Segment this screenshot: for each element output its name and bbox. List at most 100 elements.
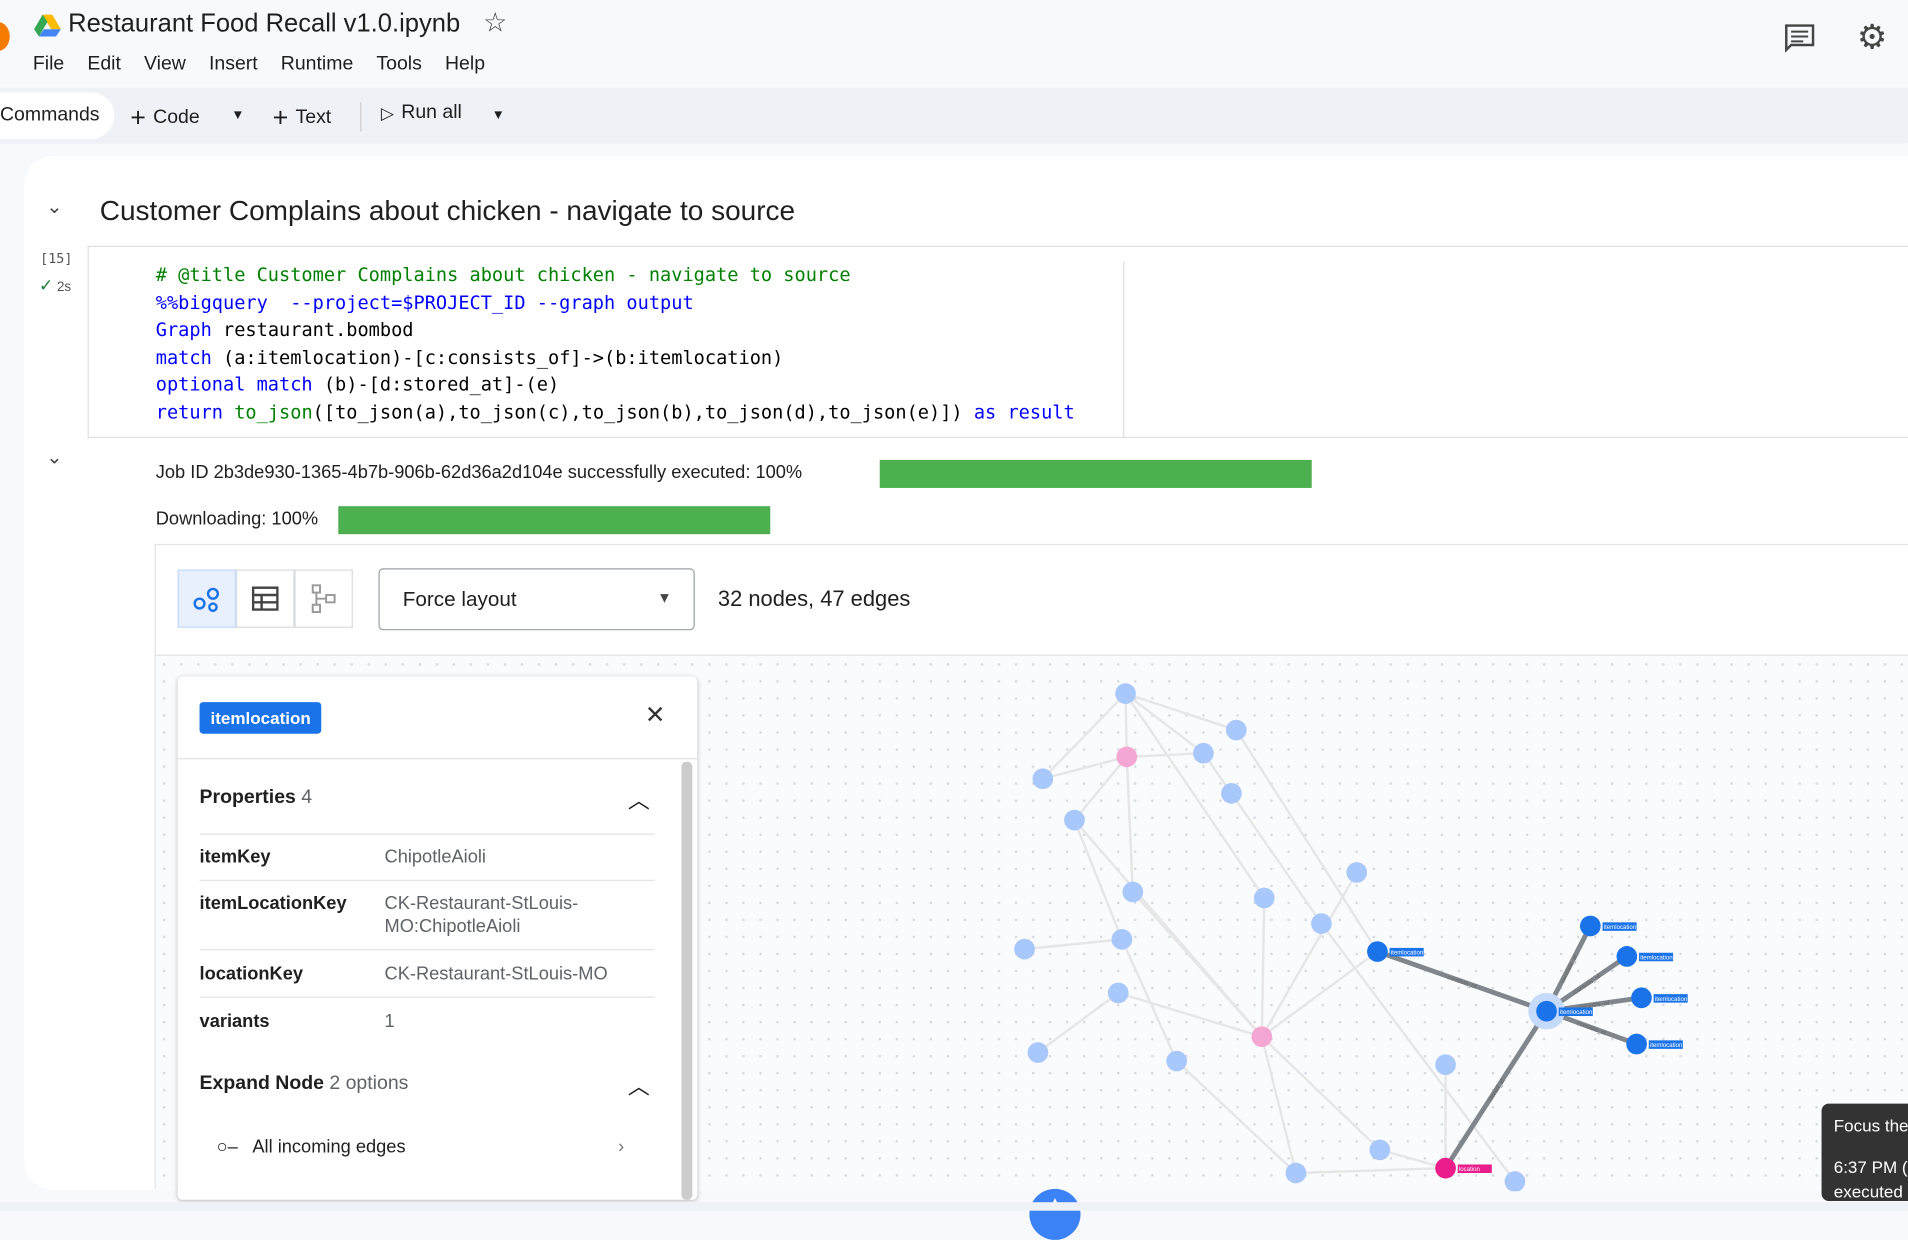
- selected-graph-edge[interactable]: [1443, 1009, 1549, 1170]
- menu-insert[interactable]: Insert: [208, 53, 258, 75]
- selected-graph-edge[interactable]: [1376, 949, 1548, 1014]
- graph-node-itemlocation[interactable]: [1631, 987, 1652, 1009]
- graph-node[interactable]: [1346, 862, 1368, 883]
- graph-edge[interactable]: [1295, 1166, 1446, 1175]
- all-incoming-edges-option[interactable]: ○– All incoming edges ›: [216, 1136, 625, 1158]
- menu-tools[interactable]: Tools: [376, 53, 422, 75]
- property-row: itemKey ChipotleAioli: [199, 833, 655, 880]
- graph-node[interactable]: [1285, 1162, 1307, 1184]
- chevron-up-icon[interactable]: ︿: [627, 1074, 650, 1099]
- graph-node[interactable]: [1107, 982, 1129, 1004]
- graph-edge[interactable]: [1073, 819, 1124, 940]
- graph-edge[interactable]: [1175, 1060, 1297, 1174]
- graph-edge[interactable]: [1261, 950, 1379, 1038]
- menu-edit[interactable]: Edit: [87, 53, 121, 75]
- graph-edge[interactable]: [1124, 692, 1205, 755]
- graph-edge[interactable]: [1037, 991, 1119, 1054]
- graph-edge[interactable]: [1260, 1035, 1381, 1151]
- graph-node[interactable]: [1122, 881, 1144, 903]
- graph-edge[interactable]: [1124, 692, 1266, 899]
- graph-edge[interactable]: [1235, 729, 1379, 953]
- graph-node[interactable]: [1435, 1054, 1456, 1076]
- graph-edge[interactable]: [1024, 938, 1123, 951]
- table-view-button[interactable]: [236, 569, 295, 628]
- graph-node-location[interactable]: [1435, 1157, 1456, 1179]
- layout-select[interactable]: Force layout ▼: [378, 568, 695, 631]
- graph-node-itemlocation[interactable]: [1367, 941, 1388, 962]
- graph-node-itemlocation[interactable]: [1616, 946, 1638, 967]
- graph-node[interactable]: [1504, 1171, 1526, 1192]
- code-dropdown-icon[interactable]: ▼: [231, 108, 245, 123]
- graph-node-itemlocation[interactable]: [1580, 915, 1601, 937]
- graph-view-button[interactable]: [177, 569, 237, 628]
- comments-icon[interactable]: [1784, 23, 1816, 53]
- graph-edge[interactable]: [1117, 991, 1263, 1038]
- run-all-button[interactable]: ▷ Run all: [380, 102, 462, 123]
- graph-edge[interactable]: [1120, 938, 1178, 1062]
- graph-edge[interactable]: [1124, 693, 1128, 757]
- graph-edge[interactable]: [1260, 1036, 1298, 1174]
- commands-button[interactable]: Commands: [0, 92, 115, 139]
- graph-edge[interactable]: [1260, 871, 1358, 1038]
- graph-node[interactable]: [1115, 683, 1136, 704]
- menu-view[interactable]: View: [144, 53, 186, 75]
- menu-help[interactable]: Help: [444, 53, 486, 75]
- graph-edge[interactable]: [1379, 1148, 1446, 1170]
- graph-edge[interactable]: [1073, 756, 1128, 821]
- settings-icon[interactable]: ⚙: [1856, 18, 1888, 56]
- code-editor[interactable]: # @title Customer Complains about chicke…: [87, 245, 1908, 439]
- run-all-dropdown-icon[interactable]: ▼: [491, 108, 505, 123]
- graph-edge[interactable]: [1320, 922, 1516, 1183]
- graph-node[interactable]: [1225, 719, 1247, 741]
- graph-edge[interactable]: [1260, 897, 1266, 1037]
- panel-scrollbar[interactable]: [681, 761, 693, 1200]
- close-icon[interactable]: ✕: [644, 702, 666, 729]
- ruler: [1123, 261, 1125, 439]
- graph-node-itemlocation[interactable]: [1536, 1000, 1557, 1022]
- graph-edge[interactable]: [1125, 692, 1237, 732]
- schema-icon: [311, 584, 336, 614]
- notebook-title[interactable]: Restaurant Food Recall v1.0.ipynb: [68, 9, 461, 38]
- graph-svg[interactable]: consists_of consists_ofconsists_ofconsist…: [156, 656, 1908, 1192]
- graph-node[interactable]: [1193, 742, 1214, 764]
- schema-view-button[interactable]: [294, 569, 353, 628]
- graph-node[interactable]: [1116, 746, 1138, 768]
- add-code-button[interactable]: + Code: [130, 102, 200, 133]
- graph-edge[interactable]: [1230, 792, 1323, 925]
- menu-runtime[interactable]: Runtime: [280, 53, 354, 75]
- node-label-badge: itemlocation: [199, 702, 322, 734]
- menu-file[interactable]: File: [32, 53, 65, 75]
- menu-bar: File Edit View Insert Runtime Tools Help: [33, 54, 508, 76]
- chevron-up-icon[interactable]: ︿: [627, 788, 650, 813]
- star-icon[interactable]: ☆: [483, 7, 508, 38]
- graph-edge[interactable]: [1125, 756, 1135, 892]
- graph-node[interactable]: [1111, 929, 1133, 950]
- scroll-to-top-button[interactable]: ▲: [1029, 1188, 1081, 1240]
- collapse-output-icon[interactable]: ⌄: [46, 447, 63, 469]
- graph-edge[interactable]: [1041, 692, 1127, 780]
- graph-edge[interactable]: [1131, 891, 1263, 1038]
- edge-label: stored_at: [1487, 1077, 1507, 1102]
- edge-label: consists_of: [1446, 974, 1477, 991]
- graph-edge[interactable]: [1042, 755, 1128, 780]
- graph-node[interactable]: [1221, 783, 1242, 804]
- graph-node[interactable]: [1253, 887, 1275, 909]
- graph-edge[interactable]: [1126, 751, 1204, 759]
- add-text-button[interactable]: + Text: [272, 102, 332, 133]
- graph-node[interactable]: [1369, 1139, 1391, 1161]
- graph-node[interactable]: [1311, 913, 1332, 934]
- graph-node[interactable]: [1064, 809, 1085, 831]
- properties-header[interactable]: Properties 4: [199, 787, 313, 808]
- graph-node[interactable]: [1166, 1050, 1187, 1072]
- expand-node-header[interactable]: Expand Node 2 options: [199, 1073, 409, 1094]
- node-label: itemlocation: [1560, 1009, 1592, 1016]
- graph-node[interactable]: [1027, 1042, 1049, 1063]
- node-label: itemlocation: [1604, 924, 1636, 931]
- edge-label: consists_of: [1576, 1020, 1607, 1037]
- graph-node-itemlocation[interactable]: [1626, 1033, 1647, 1055]
- graph-node[interactable]: [1014, 938, 1035, 960]
- graph-node[interactable]: [1251, 1026, 1273, 1048]
- graph-node[interactable]: [1032, 768, 1054, 790]
- collapse-heading-icon[interactable]: ⌄: [46, 197, 63, 218]
- edge-label: consists_of: [1573, 973, 1602, 996]
